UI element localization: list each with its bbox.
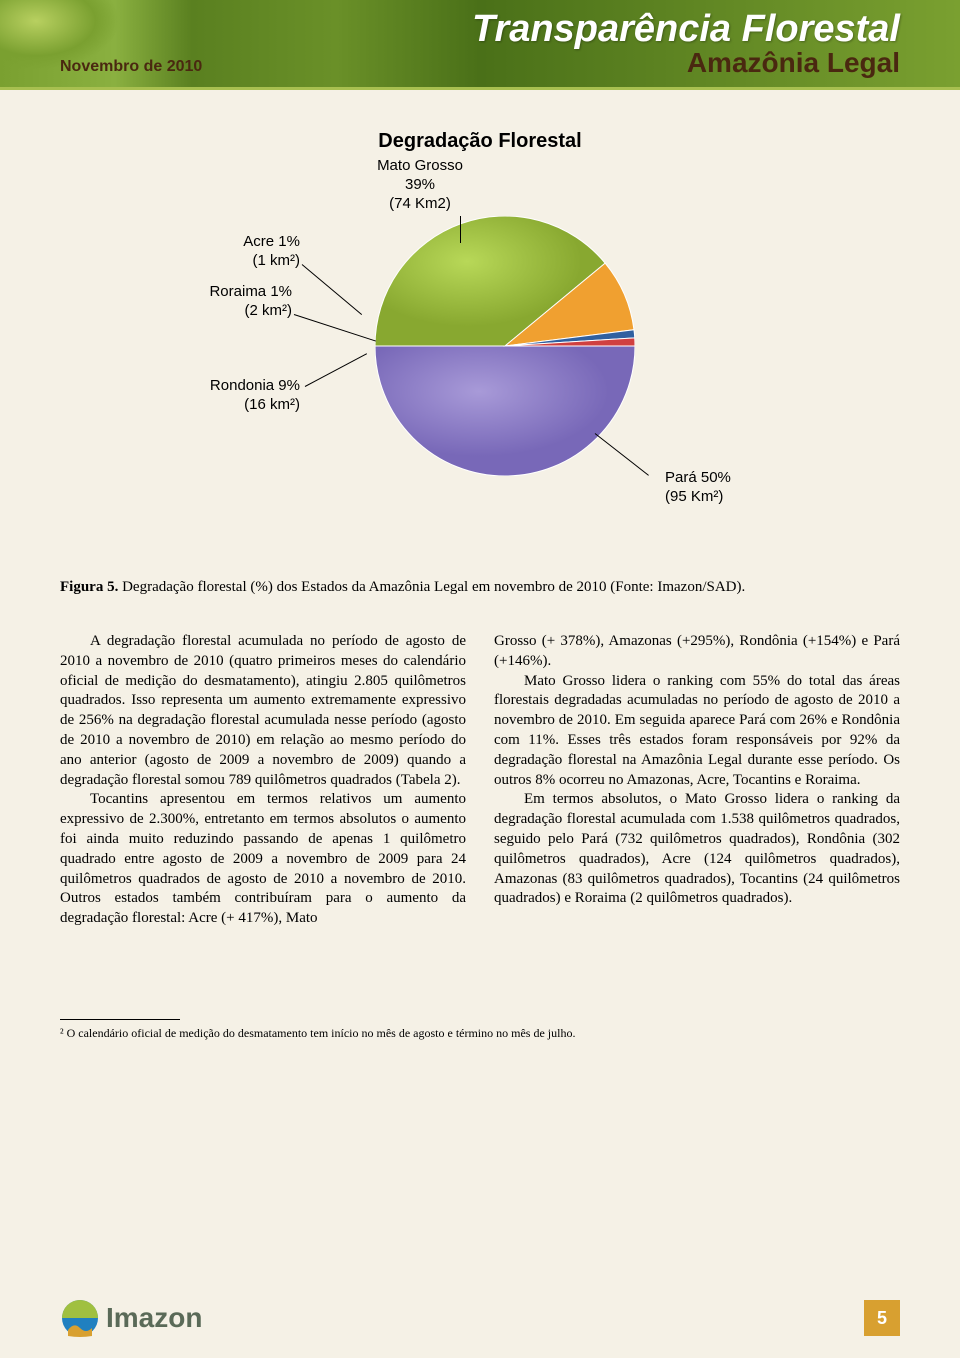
- header-titles: Transparência Florestal Amazônia Legal: [472, 8, 900, 79]
- pie-label-acre: Acre 1% (1 km²): [200, 233, 300, 271]
- pie-chart: Mato Grosso 39% (74 Km2) Acre 1% (1 km²)…: [130, 171, 830, 551]
- chart-title: Degradação Florestal: [60, 130, 900, 153]
- pie-label-roraima-line2: (2 km²): [245, 302, 293, 319]
- page-number: 5: [864, 1300, 900, 1336]
- pie-label-para: Pará 50% (95 Km²): [665, 469, 785, 507]
- page-content: Degradação Florestal: [0, 90, 960, 1041]
- body-paragraph: Em termos absolutos, o Mato Grosso lider…: [494, 790, 900, 909]
- figure-label: Figura 5.: [60, 579, 118, 595]
- pie-label-acre-line1: Acre 1%: [243, 233, 300, 250]
- logo-text: Imazon: [106, 1302, 202, 1334]
- pie-label-mg-line2: 39%: [405, 176, 435, 193]
- leader-line: [302, 264, 362, 315]
- footnote-text: O calendário oficial de medição do desma…: [64, 1026, 576, 1040]
- body-text-columns: A degradação florestal acumulada no perí…: [60, 632, 900, 929]
- body-paragraph: Tocantins apresentou em termos relativos…: [60, 790, 466, 929]
- chart-container: Degradação Florestal: [60, 130, 900, 551]
- pie-label-mg-line3: (74 Km2): [389, 195, 451, 212]
- footnote-separator: [60, 1019, 180, 1020]
- pie-label-mg-line1: Mato Grosso: [377, 157, 463, 174]
- pie-svg: [375, 216, 635, 476]
- header-banner: Novembro de 2010 Transparência Florestal…: [0, 0, 960, 90]
- pie-label-rondonia-line2: (16 km²): [244, 396, 300, 413]
- footnote: ² O calendário oficial de medição do des…: [60, 1026, 900, 1041]
- header-subtitle: Amazônia Legal: [472, 47, 900, 79]
- pie-label-para-line2: (95 Km²): [665, 488, 723, 505]
- body-paragraph: Grosso (+ 378%), Amazonas (+295%), Rondô…: [494, 632, 900, 672]
- figure-caption: Figura 5. Degradação florestal (%) dos E…: [60, 579, 900, 596]
- footer: Imazon 5: [0, 1298, 960, 1338]
- column-right: Grosso (+ 378%), Amazonas (+295%), Rondô…: [494, 632, 900, 929]
- globe-icon: [60, 1298, 100, 1338]
- pie-slice-para: [375, 346, 635, 476]
- pie-label-rondonia-line1: Rondonia 9%: [210, 377, 300, 394]
- pie-label-acre-line2: (1 km²): [253, 252, 301, 269]
- pie-label-para-line1: Pará 50%: [665, 469, 731, 486]
- imazon-logo: Imazon: [60, 1298, 202, 1338]
- pie-label-mato-grosso: Mato Grosso 39% (74 Km2): [360, 157, 480, 213]
- pie-label-rondonia: Rondonia 9% (16 km²): [180, 377, 300, 415]
- column-left: A degradação florestal acumulada no perí…: [60, 632, 466, 929]
- body-paragraph: Mato Grosso lidera o ranking com 55% do …: [494, 672, 900, 791]
- header-title-main: Transparência Florestal: [472, 8, 900, 51]
- header-date: Novembro de 2010: [60, 58, 202, 76]
- pie-label-roraima: Roraima 1% (2 km²): [172, 283, 292, 321]
- leader-line: [305, 353, 367, 387]
- leader-line: [294, 314, 376, 342]
- leader-line: [460, 216, 461, 243]
- figure-caption-text: Degradação florestal (%) dos Estados da …: [118, 579, 745, 595]
- pie-label-roraima-line1: Roraima 1%: [209, 283, 292, 300]
- body-paragraph: A degradação florestal acumulada no perí…: [60, 632, 466, 790]
